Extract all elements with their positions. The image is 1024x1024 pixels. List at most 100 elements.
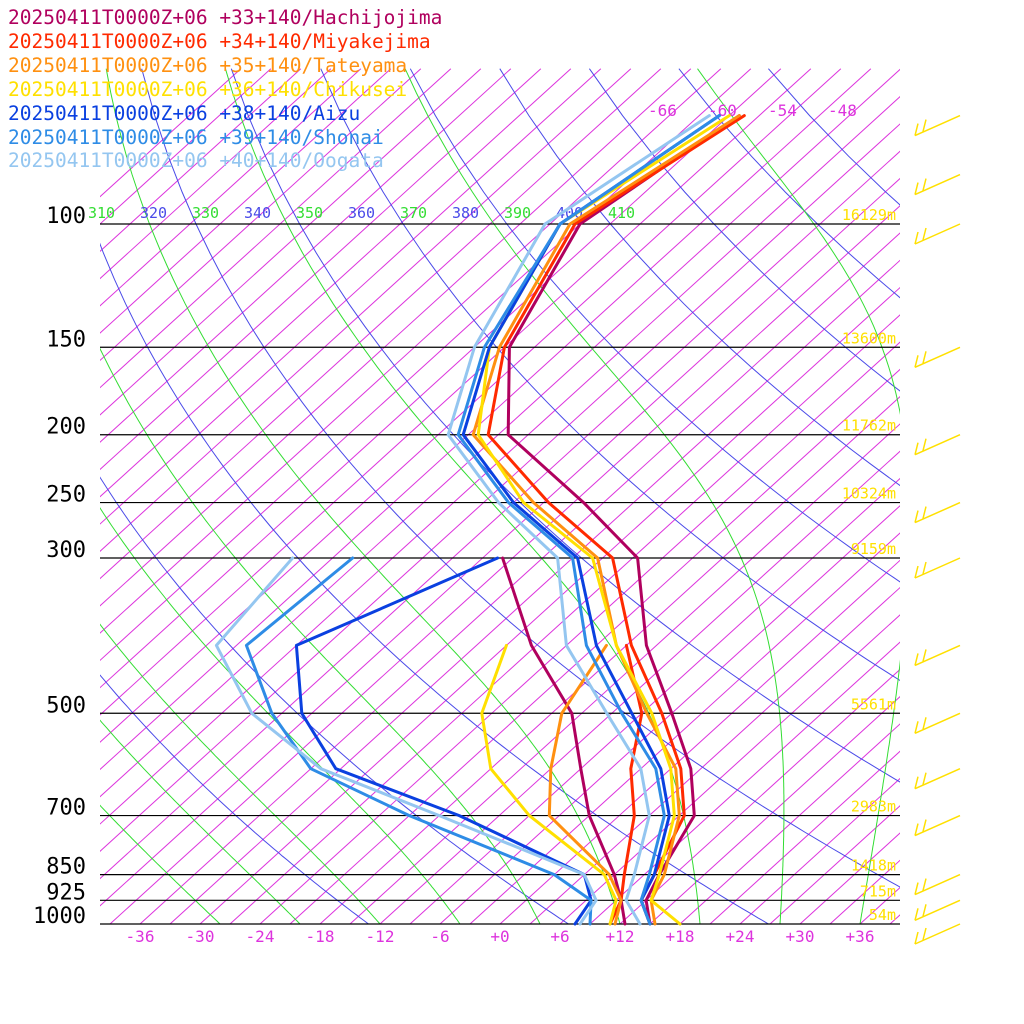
wind-barb-flag — [922, 178, 927, 191]
isotherm-line — [559, 614, 900, 924]
wind-barb-flag — [914, 231, 919, 245]
isotherm-line — [169, 259, 900, 924]
wind-barb — [914, 434, 961, 456]
isotherm-line — [319, 396, 900, 924]
isotherm-line — [100, 68, 572, 498]
legend-entry-hachijojima: 20250411T0000Z+06 +33+140/Hachijojima — [8, 6, 443, 29]
isotherm-line — [619, 668, 900, 924]
isotherm-line — [100, 68, 662, 580]
theta-label: 370 — [400, 204, 427, 222]
dry-adiabat-line — [409, 68, 900, 583]
x-tick-label: -36 — [126, 927, 155, 946]
dry-adiabat-line — [100, 674, 369, 924]
isotherm-line — [950, 69, 1024, 924]
dewpoint-profile — [244, 556, 593, 926]
isotherm-line — [529, 586, 900, 924]
height-label: 16129m — [842, 206, 896, 224]
wind-barb-flag — [914, 442, 919, 455]
wind-barb — [914, 346, 961, 368]
isotherm-line — [100, 68, 422, 362]
height-label: 9159m — [851, 540, 896, 558]
isotherm-line — [100, 68, 332, 280]
wind-barb-staff — [914, 114, 961, 137]
height-label: 11762m — [842, 417, 896, 435]
wind-barb — [914, 223, 961, 245]
isotherm-line — [100, 68, 602, 525]
isotherm-line — [100, 68, 542, 471]
isotherm-line — [439, 505, 900, 924]
wind-barb-flag — [914, 182, 919, 195]
wind-barb-flag — [922, 119, 927, 132]
dry-adiabat-line — [320, 68, 900, 682]
pressure-label: 850 — [46, 855, 86, 880]
x-axis-tick-labels: -36 -30 -24 -18 -12 -6 +0 +6 +12 +18 +24 +30 +36 — [126, 927, 875, 946]
pressure-label: 925 — [46, 880, 86, 905]
theta-label: 350 — [296, 204, 323, 222]
wind-barb-flag — [914, 565, 919, 579]
isotherm-line — [229, 314, 900, 924]
wind-barb-flag — [922, 878, 927, 891]
isotherm-line — [469, 532, 900, 924]
moist-adiabat-line — [100, 719, 301, 924]
wind-barb-staff — [914, 501, 961, 524]
wind-barb — [914, 173, 961, 196]
wind-barb-flag — [922, 351, 927, 364]
theta-label: 360 — [348, 204, 375, 222]
wind-barb — [914, 501, 961, 524]
dewpoint-profile — [214, 556, 598, 926]
x-tick-label: +18 — [666, 927, 695, 946]
theta-label: 380 — [452, 204, 479, 222]
wind-barb — [914, 873, 961, 896]
wind-barb-flag — [922, 438, 927, 451]
isotherm-line — [100, 68, 482, 416]
isotherm-line — [709, 750, 900, 924]
wind-barb-flag — [922, 927, 927, 941]
height-label: 715m — [860, 882, 896, 900]
isotherm-line — [100, 96, 900, 825]
theta-label: 320 — [140, 204, 167, 222]
theta-label: 340 — [244, 204, 271, 222]
moist-adiabat-line — [697, 68, 900, 924]
isotherm-line — [799, 832, 900, 924]
isotherm-line — [100, 68, 512, 443]
wind-barb-staff — [914, 712, 961, 734]
wind-barb-flag — [914, 823, 919, 836]
isotherm-line — [259, 341, 900, 924]
isotherm-line — [379, 450, 900, 924]
wind-barb-staff — [914, 873, 961, 896]
pressure-label: 250 — [46, 483, 86, 508]
pressure-label: 150 — [46, 327, 86, 352]
pressure-label: 1000 — [33, 904, 86, 929]
wind-barb-flag — [914, 653, 919, 666]
x-tick-label: +12 — [606, 927, 635, 946]
dewpoint-profile — [294, 556, 593, 926]
wind-barb — [914, 814, 961, 837]
dry-adiabat-line — [588, 68, 900, 392]
height-label: 10324m — [842, 485, 896, 503]
isotherm-line — [100, 68, 392, 334]
temperature-profile — [461, 114, 721, 926]
wind-barb-flag — [914, 355, 919, 368]
dry-adiabat-line — [768, 68, 900, 206]
x-tick-label: +6 — [550, 927, 569, 946]
isotherm-line — [100, 68, 782, 689]
isotherm-line — [100, 68, 242, 198]
wind-barb-flag — [914, 882, 919, 895]
isotherm-line — [349, 423, 900, 924]
legend-entry-tateyama: 20250411T0000Z+06 +35+140/Tateyama — [8, 53, 408, 77]
wind-barb — [914, 899, 961, 921]
isotherm-line — [649, 696, 900, 924]
isotherm-line — [100, 68, 692, 607]
legend: 20250411T0000Z+06 +33+140/Hachijojima 20… — [8, 6, 442, 173]
isotherm-line — [920, 69, 1024, 924]
wind-barb — [914, 644, 961, 667]
isotherm-line — [100, 68, 842, 743]
moist-adiabat-line — [404, 68, 785, 924]
x-tick-label: -18 — [306, 927, 335, 946]
wind-barb-staff — [914, 814, 961, 837]
moist-adiabat-line — [100, 623, 381, 924]
isotherm-line — [679, 723, 900, 924]
isotherm-line — [100, 68, 272, 225]
